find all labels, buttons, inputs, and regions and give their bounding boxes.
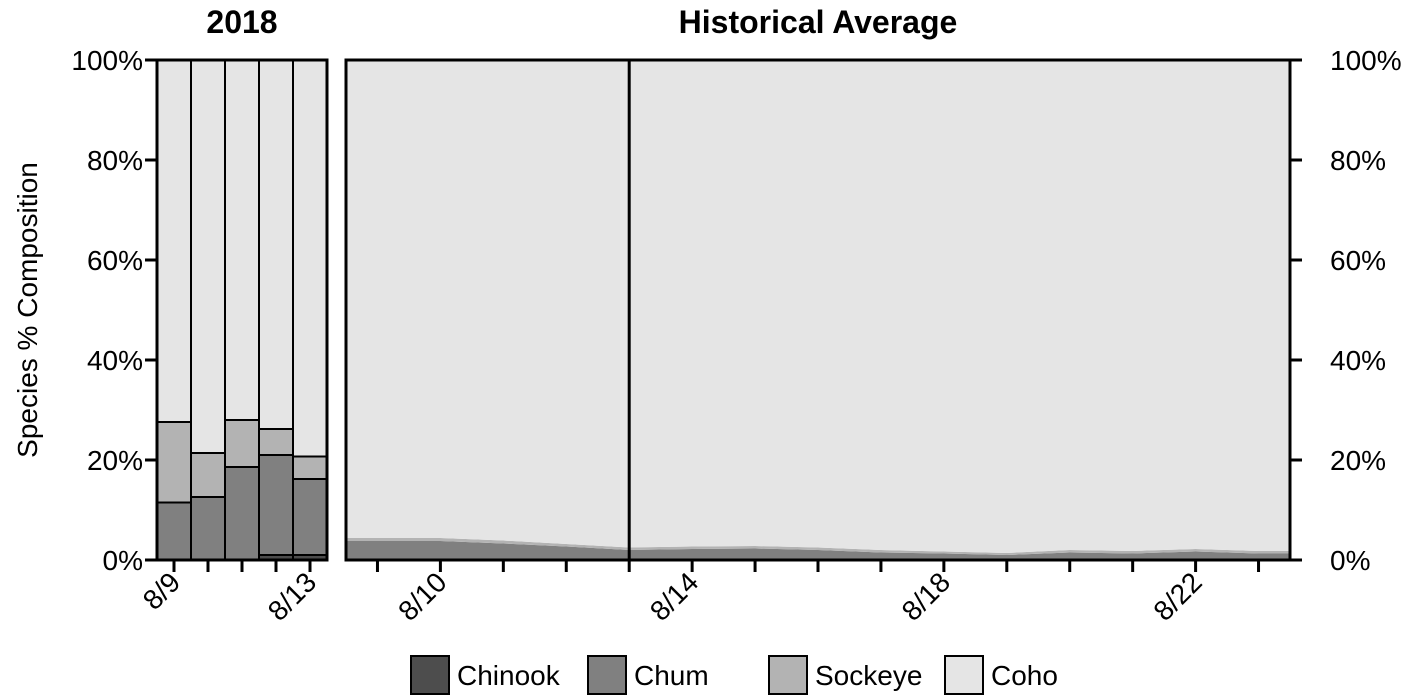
left-y-tick-label-40-: 40% <box>87 345 143 376</box>
left-y-tick-label-60-: 60% <box>87 245 143 276</box>
right-y-tick-label-20-: 20% <box>1330 445 1386 476</box>
bar-sockeye-8-9 <box>156 421 192 504</box>
right-plot-historical-average: 8/10 8/14 8/18 8/22 <box>344 58 1292 627</box>
left-y-axis: 0% 20% 40% 60% 80% 100% <box>71 45 157 576</box>
bar-chum-8-11 <box>224 466 260 561</box>
bar-chum-8-12 <box>258 454 294 556</box>
left-y-tick-label-80-: 80% <box>87 145 143 176</box>
left-chart-title: 2018 <box>206 4 277 40</box>
right-y-tick-label-40-: 40% <box>1330 345 1386 376</box>
left-x-tick-label-8-9: 8/9 <box>137 566 186 615</box>
bar-sockeye-8-11 <box>224 419 260 468</box>
right-y-tick-label-0-: 0% <box>1330 545 1370 576</box>
right-y-tick-label-60-: 60% <box>1330 245 1386 276</box>
right-y-axis: 0% 20% 40% 60% 80% 100% <box>1290 45 1402 576</box>
right-y-tick-label-100-: 100% <box>1330 45 1402 76</box>
left-y-tick-label-0-: 0% <box>103 545 143 576</box>
bar-sockeye-8-13 <box>292 455 328 480</box>
bar-coho-8-11 <box>224 59 260 421</box>
bar-coho-8-9 <box>156 59 192 423</box>
area-coho <box>346 60 1290 553</box>
legend-label-chinook: Chinook <box>457 660 561 691</box>
right-x-tick-label-8-14: 8/14 <box>644 566 704 626</box>
bar-sockeye-8-10 <box>190 452 226 498</box>
bar-chum-8-10 <box>190 496 226 561</box>
area-sockeye <box>346 538 1290 555</box>
right-y-tick-label-80-: 80% <box>1330 145 1386 176</box>
legend-swatch-coho <box>944 655 984 695</box>
legend-swatch-chum <box>587 655 627 695</box>
legend-label-coho: Coho <box>991 660 1058 691</box>
legend-label-chum: Chum <box>634 660 709 691</box>
right-chart-title: Historical Average <box>679 4 958 40</box>
left-plot-2018: 8/9 8/13 <box>137 58 329 627</box>
right-x-tick-label-8-22: 8/22 <box>1147 566 1207 626</box>
legend-swatch-sockeye <box>768 655 808 695</box>
left-y-tick-label-20-: 20% <box>87 445 143 476</box>
bar-chum-8-13 <box>292 478 328 556</box>
left-y-tick-label-100-: 100% <box>71 45 143 76</box>
legend-swatch-chinook <box>410 655 450 695</box>
area-chum <box>346 541 1290 559</box>
right-x-tick-label-8-18: 8/18 <box>896 566 956 626</box>
bar-chum-8-9 <box>156 501 192 561</box>
bar-coho-8-13 <box>292 59 328 458</box>
left-x-tick-label-8-13: 8/13 <box>262 566 322 626</box>
bar-coho-8-10 <box>190 59 226 454</box>
right-x-tick-label-8-10: 8/10 <box>392 566 452 626</box>
bar-coho-8-12 <box>258 59 294 430</box>
y-axis-label: Species % Composition <box>12 162 43 458</box>
legend-label-sockeye: Sockeye <box>815 660 922 691</box>
legend: Chinook Chum Sockeye Coho <box>410 655 1058 695</box>
bar-sockeye-8-12 <box>258 428 294 456</box>
